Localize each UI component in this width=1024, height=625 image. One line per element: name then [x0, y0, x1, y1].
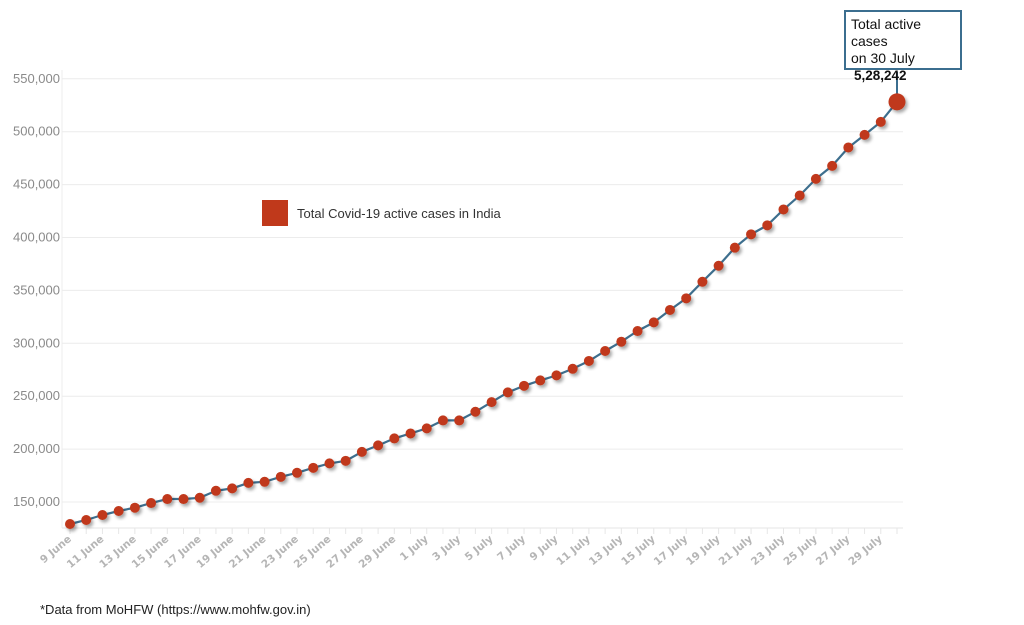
x-tick-label: 23 July [749, 533, 788, 568]
data-point [778, 204, 789, 215]
data-point [113, 505, 124, 516]
data-point [535, 375, 546, 386]
data-point [97, 510, 108, 521]
x-tick-label: 17 July [652, 533, 691, 568]
x-tick-label: 21 July [717, 533, 756, 568]
data-point [437, 415, 448, 426]
data-point [389, 433, 400, 444]
data-point [519, 380, 530, 391]
data-point [129, 502, 140, 513]
data-point [373, 440, 384, 451]
data-point [275, 471, 286, 482]
data-point [308, 462, 319, 473]
x-tick-label: 13 July [587, 533, 626, 568]
data-point [146, 498, 157, 509]
x-tick-label: 29 June [357, 533, 399, 571]
data-point [616, 336, 627, 347]
data-point [178, 494, 189, 505]
data-point [502, 387, 513, 398]
data-point [681, 293, 692, 304]
data-points [65, 93, 906, 530]
callout-line1: Total active cases [851, 16, 922, 49]
x-tick-label: 29 July [846, 533, 885, 568]
annotation-callout: Total active cases on 30 July 5,28,242 [844, 10, 962, 83]
legend-label: Total Covid-19 active cases in India [297, 205, 501, 221]
y-tick-label: 150,000 [13, 494, 60, 509]
x-tick-label: 5 July [463, 533, 496, 563]
data-point [888, 93, 906, 111]
callout-value: 5,28,242 [854, 68, 907, 83]
y-tick-label: 500,000 [13, 124, 60, 139]
data-point [194, 492, 205, 503]
legend: Total Covid-19 active cases in India [262, 200, 501, 226]
data-point [827, 160, 838, 171]
data-point [470, 406, 481, 417]
data-point [697, 276, 708, 287]
x-tick-label: 19 July [684, 533, 723, 568]
data-point [664, 304, 675, 315]
data-point [859, 129, 870, 140]
data-point [421, 423, 432, 434]
data-point [340, 455, 351, 466]
data-point [875, 116, 886, 127]
data-point [292, 467, 303, 478]
data-point [729, 242, 740, 253]
x-tick-label: 27 July [814, 533, 853, 568]
data-point [486, 397, 497, 408]
legend-swatch [262, 200, 288, 226]
data-point [162, 494, 173, 505]
data-point [810, 173, 821, 184]
data-point [551, 370, 562, 381]
data-point [648, 317, 659, 328]
y-tick-label: 400,000 [13, 230, 60, 245]
series-line [69, 101, 898, 526]
y-tick-label: 200,000 [13, 441, 60, 456]
data-point [227, 483, 238, 494]
x-tick-label: 7 July [495, 533, 528, 563]
y-tick-label: 300,000 [13, 335, 60, 350]
grid-lines [61, 70, 903, 529]
y-tick-label: 250,000 [13, 388, 60, 403]
callout-line2: on 30 July [851, 50, 915, 66]
x-tick-label: 15 July [619, 533, 658, 568]
data-point [713, 260, 724, 271]
x-tick-label: 11 July [554, 533, 593, 568]
y-tick-label: 550,000 [13, 71, 60, 86]
data-point [81, 514, 92, 525]
data-point [632, 326, 643, 337]
x-tick-label: 25 July [781, 533, 820, 568]
data-point [843, 142, 854, 153]
data-point [356, 446, 367, 457]
data-point [600, 346, 611, 357]
data-point [65, 519, 75, 530]
y-tick-label: 350,000 [13, 282, 60, 297]
data-point [567, 363, 578, 374]
data-point [259, 476, 270, 487]
x-tick-label: 1 July [398, 533, 431, 563]
data-point [762, 220, 773, 231]
data-point [746, 229, 757, 240]
data-point [454, 415, 465, 426]
source-note: *Data from MoHFW (https://www.mohfw.gov.… [40, 602, 311, 617]
data-point [210, 485, 221, 496]
data-point [324, 458, 335, 469]
x-tick-label: 3 July [430, 533, 463, 563]
data-point [243, 477, 254, 488]
data-point [405, 428, 416, 439]
data-point [794, 190, 805, 201]
data-point [583, 355, 594, 366]
y-tick-label: 450,000 [13, 177, 60, 192]
y-axis: 150,000 200,000 250,000 300,000 350,000 400,0… [13, 71, 60, 509]
